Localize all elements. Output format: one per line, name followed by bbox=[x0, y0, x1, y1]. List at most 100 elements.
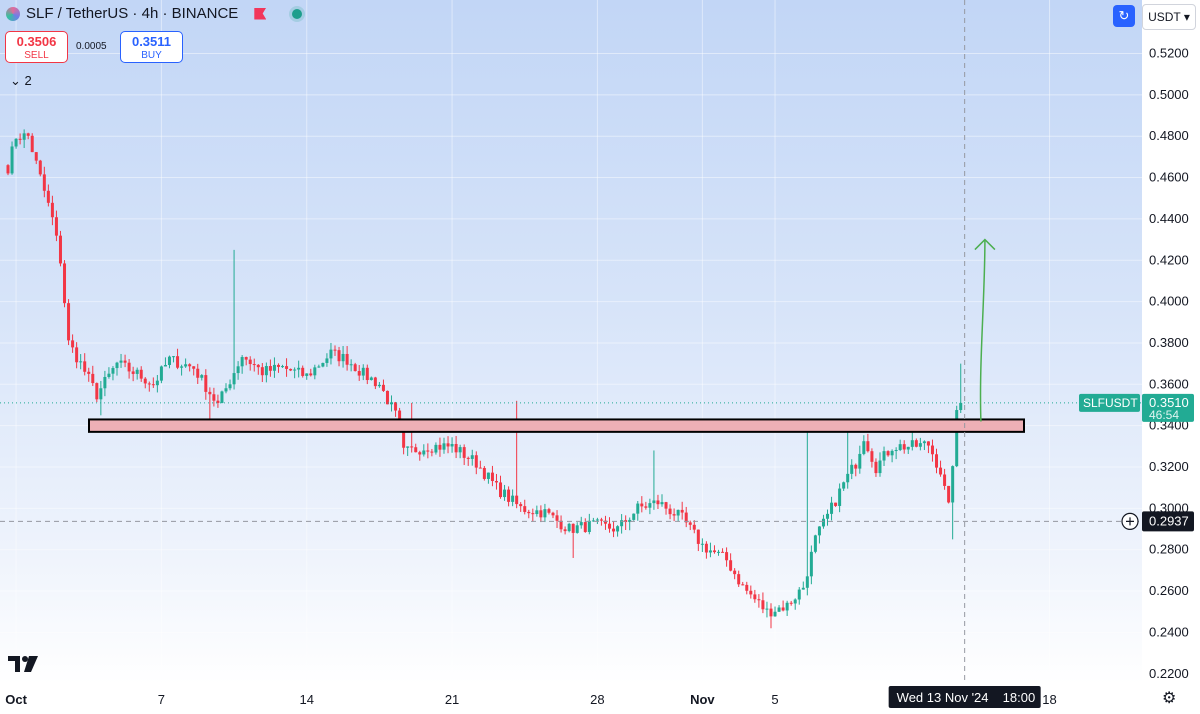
buy-price: 0.3511 bbox=[131, 34, 172, 49]
candle bbox=[99, 388, 103, 400]
candle bbox=[628, 519, 632, 523]
candle bbox=[34, 152, 38, 161]
candle bbox=[293, 369, 297, 371]
candle bbox=[846, 473, 850, 483]
candle bbox=[236, 366, 240, 374]
candle bbox=[143, 378, 147, 384]
compare-icon[interactable]: ↻ bbox=[1113, 5, 1135, 27]
candle bbox=[551, 512, 555, 516]
y-tick-label: 0.5200 bbox=[1149, 46, 1189, 61]
candle bbox=[147, 383, 151, 385]
candle bbox=[769, 608, 773, 617]
candle bbox=[111, 368, 115, 374]
candle bbox=[115, 362, 119, 369]
candle bbox=[603, 520, 607, 524]
candle bbox=[394, 402, 398, 411]
candle bbox=[523, 506, 527, 512]
candle bbox=[535, 510, 539, 515]
candle bbox=[547, 509, 551, 513]
candle bbox=[664, 502, 668, 509]
candle bbox=[725, 552, 729, 561]
candle bbox=[914, 440, 918, 447]
candle bbox=[184, 364, 188, 367]
candle bbox=[507, 489, 511, 502]
coin-logo-icon bbox=[6, 6, 20, 21]
candle bbox=[672, 514, 676, 516]
x-tick-label: 14 bbox=[300, 692, 314, 707]
indicators-toggle[interactable]: ⌄ 2 bbox=[10, 73, 32, 89]
candle bbox=[313, 367, 317, 376]
candle bbox=[79, 361, 83, 363]
candle bbox=[632, 513, 636, 520]
chart-plot-area[interactable] bbox=[0, 0, 1142, 684]
candle bbox=[442, 443, 446, 450]
candle bbox=[757, 599, 761, 601]
symbol-header[interactable]: SLF / TetherUS · 4h · BINANCE bbox=[6, 5, 303, 22]
candle bbox=[583, 522, 587, 533]
candle bbox=[248, 359, 252, 365]
candle bbox=[850, 464, 854, 474]
candle bbox=[503, 489, 507, 498]
candle bbox=[297, 367, 301, 370]
candle bbox=[910, 440, 914, 447]
candle bbox=[656, 500, 660, 505]
candle bbox=[781, 607, 785, 611]
candle bbox=[365, 367, 369, 381]
y-tick-label: 0.3200 bbox=[1149, 459, 1189, 474]
candle bbox=[67, 303, 71, 341]
candle bbox=[159, 366, 163, 381]
candle bbox=[341, 353, 345, 362]
candle bbox=[345, 353, 349, 365]
candle bbox=[478, 467, 482, 469]
candle bbox=[212, 394, 216, 401]
candle bbox=[418, 452, 422, 455]
candle bbox=[704, 543, 708, 553]
x-tick-label: 7 bbox=[158, 692, 165, 707]
candle bbox=[155, 380, 159, 386]
candle bbox=[204, 375, 208, 392]
candle bbox=[729, 560, 733, 571]
candle bbox=[826, 513, 830, 519]
candle bbox=[83, 361, 87, 372]
spread-value: 0.0005 bbox=[76, 41, 107, 52]
countdown-value: 46:54 bbox=[1149, 408, 1179, 422]
candle bbox=[692, 524, 696, 530]
candle bbox=[531, 513, 535, 515]
candle bbox=[922, 441, 926, 444]
candle bbox=[276, 364, 280, 367]
candle bbox=[256, 364, 260, 368]
plus-icon bbox=[1126, 517, 1134, 526]
flag-icon[interactable] bbox=[254, 7, 267, 20]
candle bbox=[458, 447, 462, 453]
candle bbox=[813, 535, 817, 552]
candle bbox=[608, 523, 612, 529]
candle bbox=[854, 464, 858, 469]
candle bbox=[870, 451, 874, 462]
candle bbox=[434, 444, 438, 453]
currency-label: USDT bbox=[1148, 10, 1181, 24]
last-price-tag bbox=[1142, 393, 1194, 422]
candle bbox=[878, 460, 882, 474]
currency-select[interactable]: USDT ▾ bbox=[1142, 4, 1196, 30]
tradingview-logo-icon[interactable] bbox=[8, 656, 40, 672]
crosshair-time-tag bbox=[888, 686, 1041, 708]
candle bbox=[612, 528, 616, 532]
candle bbox=[123, 360, 127, 363]
gear-icon[interactable]: ⚙ bbox=[1162, 690, 1177, 707]
candle bbox=[951, 466, 955, 503]
sell-button[interactable]: 0.3506 SELL bbox=[5, 31, 68, 63]
buy-button[interactable]: 0.3511 BUY bbox=[120, 31, 183, 63]
candle bbox=[858, 453, 862, 469]
symbol-tag-label: SLFUSDT bbox=[1083, 396, 1138, 410]
candle bbox=[54, 217, 58, 236]
candle bbox=[519, 504, 523, 507]
candle bbox=[260, 367, 264, 376]
candle bbox=[793, 599, 797, 604]
candle bbox=[329, 349, 333, 359]
indicator-count: 2 bbox=[24, 73, 32, 88]
candle bbox=[46, 190, 50, 203]
candle bbox=[700, 543, 704, 545]
candle bbox=[377, 384, 381, 387]
candle bbox=[648, 503, 652, 508]
